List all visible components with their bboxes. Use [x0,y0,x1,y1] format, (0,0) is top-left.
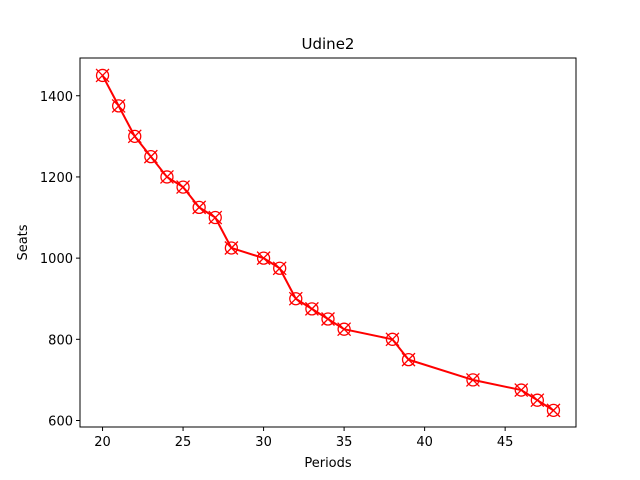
data-point [192,200,207,215]
data-point-circle [466,373,480,387]
data-point-cross [514,383,529,398]
chart-title: Udine2 [302,35,355,53]
data-point-circle [160,170,174,184]
data-point-circle [401,352,416,367]
data-point [127,129,142,144]
data-point [160,169,174,184]
data-point-cross [160,169,174,184]
x-axis: 20 25 30 35 40 45 [94,427,513,450]
data-point-cross [256,251,271,266]
data-point-circle [144,149,158,164]
y-axis-label: Seats [16,224,31,260]
plot-area [95,68,561,418]
data-point-circle [95,68,110,83]
data-point [321,312,335,326]
data-point-cross [530,393,545,408]
data-point-cross [546,403,561,418]
data-point-cross [192,200,207,215]
data-point-circle [256,251,271,265]
axes-frame [79,57,577,428]
data-point [111,98,126,113]
data-point [337,322,352,337]
data-point [95,68,110,83]
data-point-cross [272,261,287,276]
data-point-cross [208,210,223,225]
data-point-cross [127,129,142,144]
data-point-circle [111,99,126,113]
x-tick-label: 20 [94,435,111,450]
data-point [465,372,480,387]
x-axis-label: Periods [304,456,352,471]
data-point-circle [128,129,142,143]
data-point-circle [514,383,528,397]
data-point [401,352,416,367]
data-point [224,241,239,255]
data-point-circle [192,200,206,215]
data-point [288,291,303,306]
data-point-circle [224,241,239,255]
x-tick-label: 30 [255,435,272,450]
x-tick-label: 45 [497,435,514,450]
data-point-circle [176,180,190,194]
data-point-circle [385,332,400,346]
data-point-cross [176,180,191,195]
data-point-circle [305,302,319,316]
y-tick-label: 1400 [40,90,73,105]
data-point-circle [208,210,222,225]
data-point [176,180,191,195]
x-tick-label: 40 [416,435,433,450]
y-tick-label: 1000 [40,252,73,267]
data-point-cross [337,322,352,337]
y-tick-label: 800 [48,333,73,348]
data-point-circle [337,322,351,336]
x-tick-label: 35 [336,435,353,450]
data-point-cross [321,312,335,326]
data-point [272,261,287,276]
data-point-cross [288,291,303,306]
data-point [304,301,319,316]
data-point-cross [143,149,158,164]
data-point-cross [224,241,239,255]
data-point-cross [304,301,319,316]
y-tick-label: 1200 [40,171,73,186]
data-point-cross [385,332,400,347]
y-axis: 600 800 1000 1200 1400 [40,90,80,430]
data-point-cross [111,98,126,113]
data-point [546,403,561,418]
data-point [208,210,223,225]
data-point-cross [401,352,416,367]
data-point-cross [465,372,480,387]
data-point-circle [289,292,303,306]
data-point-cross [95,68,110,83]
y-tick-label: 600 [48,415,73,430]
data-point-circle [530,393,545,407]
data-point-circle [546,403,561,418]
data-point [256,251,271,266]
data-point [143,149,158,164]
x-tick-label: 25 [175,435,192,450]
data-point [514,383,529,398]
data-point-circle [273,261,287,275]
data-point-circle [321,312,335,326]
data-point [530,393,545,408]
data-point [385,332,400,347]
